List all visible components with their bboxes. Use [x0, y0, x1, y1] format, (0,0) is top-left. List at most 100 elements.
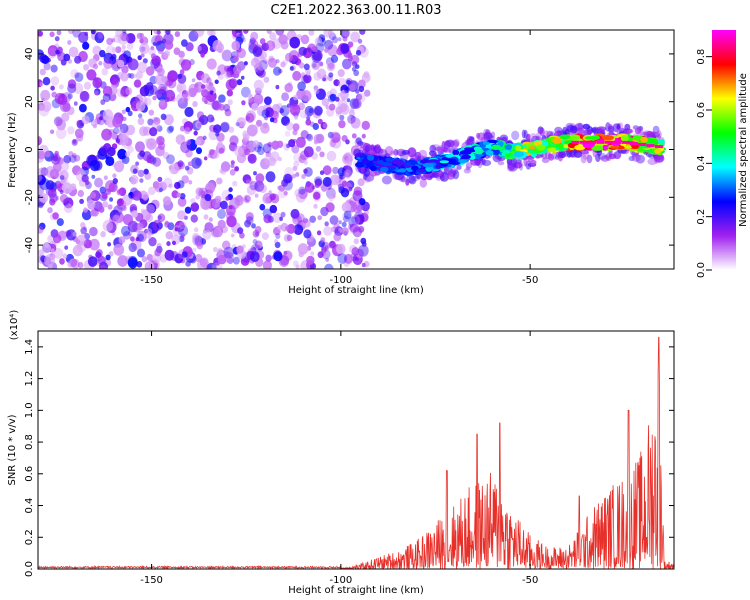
noise-blob: [321, 184, 328, 192]
track-halo: [405, 179, 410, 186]
noise-blob: [148, 156, 157, 165]
noise-blob: [47, 188, 57, 199]
noise-blob: [38, 104, 50, 117]
noise-blob: [338, 220, 342, 225]
noise-blob: [165, 80, 171, 87]
noise-blob: [131, 210, 138, 218]
noise-blob: [257, 105, 267, 117]
noise-blob: [255, 173, 265, 184]
noise-blob: [130, 236, 135, 242]
noise-blob: [117, 255, 128, 267]
noise-blob: [164, 89, 176, 102]
noise-blob: [107, 242, 112, 247]
chart-title: C2E1.2022.363.00.11.R03: [270, 3, 441, 18]
noise-blob: [292, 123, 300, 131]
noise-blob: [295, 228, 302, 235]
noise-blob: [242, 174, 252, 184]
noise-blob: [156, 243, 162, 249]
noise-blob: [49, 198, 56, 206]
noise-blob: [138, 113, 143, 119]
noise-blob: [107, 146, 116, 157]
noise-blob: [202, 200, 211, 211]
noise-blob: [117, 189, 122, 195]
noise-blob: [203, 214, 209, 220]
noise-blob: [209, 81, 214, 87]
noise-blob: [121, 109, 126, 115]
noise-blob: [347, 52, 353, 59]
noise-blob: [361, 120, 370, 130]
noise-blob: [148, 186, 156, 196]
y-tick-label: 20: [24, 95, 35, 108]
noise-blob: [351, 133, 357, 139]
noise-blob: [260, 158, 270, 170]
x-tick-label: -50: [522, 575, 538, 586]
noise-blob: [223, 103, 231, 112]
noise-blob: [290, 208, 300, 219]
noise-blob: [325, 257, 330, 262]
noise-blob: [137, 248, 145, 258]
noise-blob: [266, 30, 272, 35]
noise-blob: [269, 151, 280, 162]
noise-blob: [136, 230, 147, 242]
noise-blob: [38, 167, 46, 177]
noise-blob: [234, 195, 244, 206]
noise-blob: [168, 125, 175, 132]
noise-blob: [344, 86, 350, 94]
noise-blob: [47, 45, 59, 57]
track-peak: [613, 140, 622, 144]
noise-blob: [268, 190, 272, 195]
noise-blob: [201, 73, 210, 84]
noise-blob: [320, 206, 329, 217]
noise-blob: [211, 262, 223, 269]
noise-blob: [44, 254, 55, 267]
noise-blob: [303, 229, 312, 239]
noise-blob: [313, 72, 322, 81]
noise-blob: [79, 168, 84, 174]
noise-blob: [289, 103, 301, 116]
noise-blob: [253, 79, 264, 91]
noise-blob: [213, 246, 218, 253]
noise-blob: [337, 183, 344, 191]
noise-blob: [93, 124, 97, 129]
noise-blob: [235, 122, 240, 127]
noise-blob: [244, 219, 252, 228]
noise-blob: [38, 150, 46, 160]
noise-blob: [329, 139, 337, 148]
track-halo: [364, 145, 370, 153]
track-blob: [557, 143, 564, 149]
noise-blob: [196, 147, 202, 155]
noise-blob: [322, 176, 332, 187]
noise-blob: [283, 250, 288, 255]
track-halo: [442, 148, 452, 153]
y-tick-label: 0.8: [24, 434, 35, 450]
noise-blob: [294, 115, 298, 120]
noise-blob: [177, 224, 189, 237]
noise-blob: [89, 238, 100, 251]
y-tick-label: 0.2: [24, 529, 35, 545]
noise-blob: [74, 154, 81, 162]
noise-blob: [84, 179, 90, 185]
noise-blob: [297, 52, 303, 58]
noise-blob: [193, 30, 205, 37]
noise-blob: [122, 116, 127, 122]
noise-blob: [311, 51, 322, 64]
noise-blob: [55, 49, 60, 55]
noise-blob: [200, 52, 205, 58]
noise-blob: [99, 49, 106, 58]
noise-blob: [286, 122, 294, 131]
noise-blob: [277, 30, 282, 33]
track-halo: [401, 149, 411, 155]
noise-blob: [194, 227, 199, 233]
noise-blob: [328, 72, 334, 78]
noise-blob: [303, 168, 308, 174]
noise-blob: [216, 177, 223, 185]
noise-blob: [166, 154, 175, 165]
noise-blob: [103, 52, 114, 64]
noise-blob: [64, 245, 69, 250]
noise-blob: [70, 183, 77, 191]
noise-blob: [265, 171, 276, 183]
noise-blob: [184, 106, 194, 118]
noise-blob: [316, 68, 327, 80]
noise-blob: [304, 167, 313, 177]
noise-blob: [309, 215, 317, 223]
